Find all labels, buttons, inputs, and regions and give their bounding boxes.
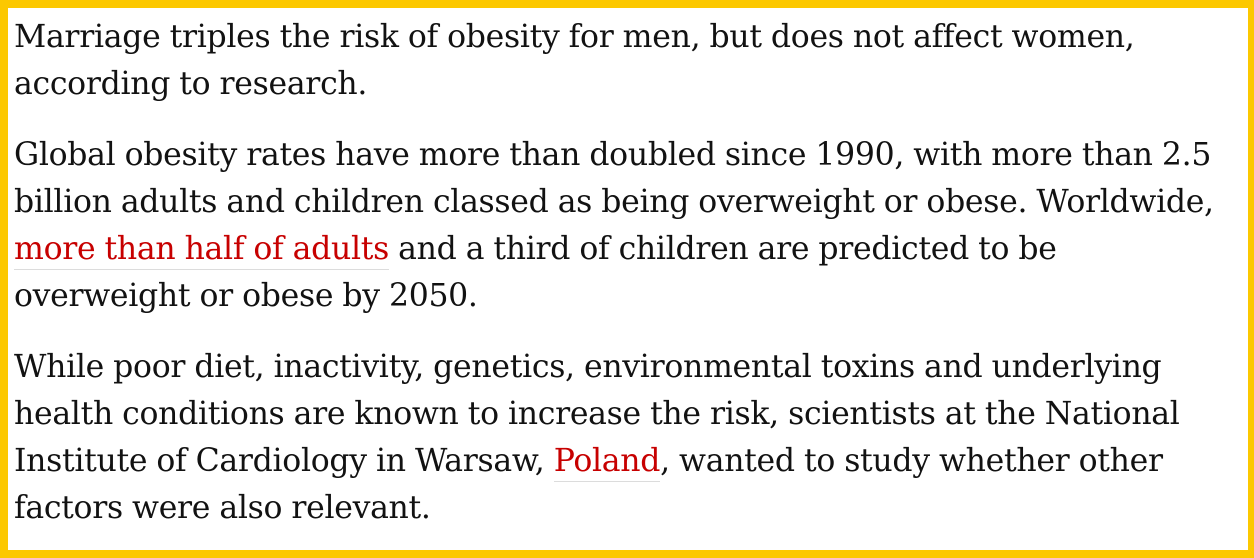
paragraph-text-line: billion adults and children classed as b…	[14, 184, 1214, 220]
paragraph-text: and a third of children are predicted to…	[388, 231, 1057, 267]
paragraph-2: Global obesity rates have more than doub…	[14, 132, 1248, 320]
paragraph-text: , wanted to study whether other	[660, 443, 1163, 479]
paragraph-text: Institute of Cardiology in Warsaw,	[14, 443, 554, 479]
paragraph-text-line: Global obesity rates have more than doub…	[14, 137, 1212, 173]
paragraph-text-line: Marriage triples the risk of obesity for…	[14, 19, 1135, 55]
link-poland[interactable]: Poland	[553, 443, 660, 482]
paragraph-text-line: overweight or obese by 2050.	[14, 278, 478, 314]
paragraph-text-line: health conditions are known to increase …	[14, 396, 1180, 432]
paragraph-text-line: according to research.	[14, 66, 368, 102]
article-body: Marriage triples the risk of obesity for…	[14, 14, 1248, 532]
paragraph-3: While poor diet, inactivity, genetics, e…	[14, 344, 1248, 532]
paragraph-text-line: factors were also relevant.	[14, 490, 431, 526]
paragraph-text-line: Institute of Cardiology in Warsaw, Polan…	[14, 438, 1248, 485]
link-more-than-half-of-adults[interactable]: more than half of adults	[14, 231, 389, 270]
paragraph-1: Marriage triples the risk of obesity for…	[14, 14, 1248, 108]
paragraph-text-line: While poor diet, inactivity, genetics, e…	[14, 349, 1162, 385]
paragraph-text-line: more than half of adults and a third of …	[14, 226, 1248, 273]
